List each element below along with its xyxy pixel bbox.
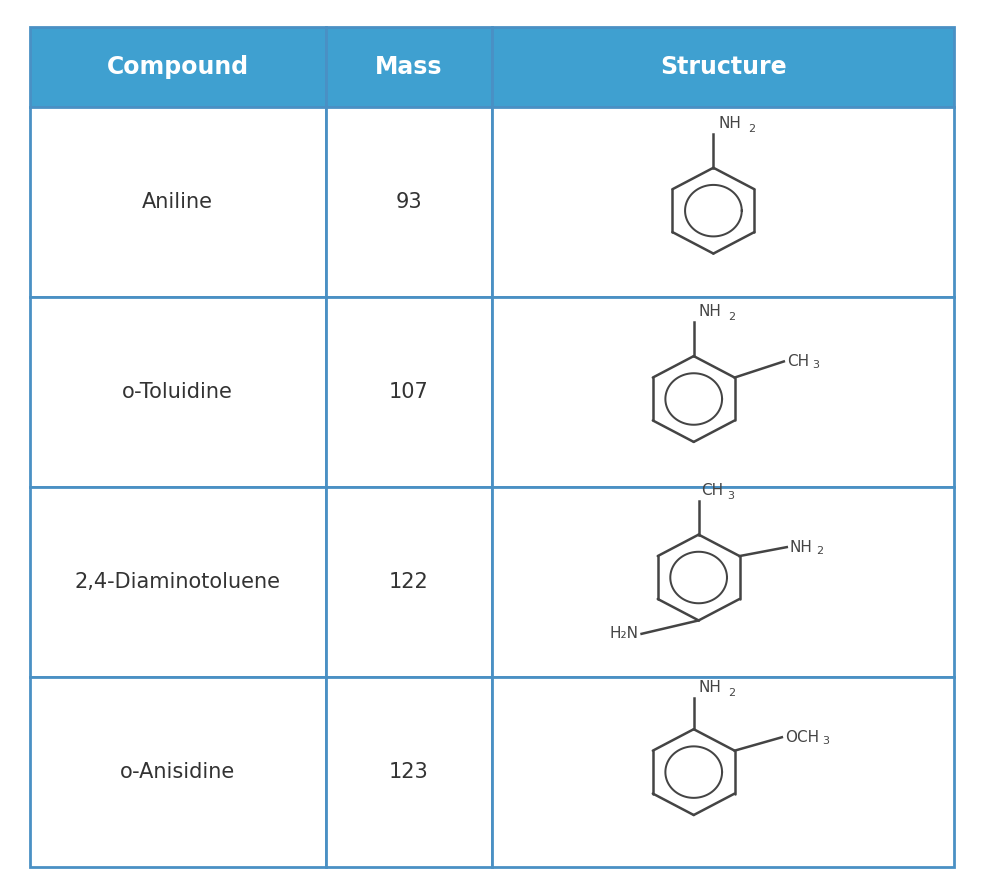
Text: NH: NH — [699, 680, 721, 696]
Text: 3: 3 — [813, 360, 820, 370]
FancyBboxPatch shape — [30, 106, 326, 297]
Text: Mass: Mass — [375, 55, 443, 79]
Text: CH: CH — [787, 354, 809, 369]
FancyBboxPatch shape — [492, 487, 954, 677]
Text: OCH: OCH — [785, 730, 819, 745]
Text: 2,4-Diaminotoluene: 2,4-Diaminotoluene — [75, 572, 280, 592]
Text: Structure: Structure — [660, 55, 786, 79]
Text: NH: NH — [699, 305, 721, 319]
FancyBboxPatch shape — [326, 27, 492, 106]
FancyBboxPatch shape — [30, 487, 326, 677]
Text: 2: 2 — [817, 545, 824, 556]
FancyBboxPatch shape — [326, 677, 492, 867]
Text: 93: 93 — [396, 191, 422, 212]
FancyBboxPatch shape — [30, 297, 326, 487]
Text: 2: 2 — [728, 312, 735, 322]
FancyBboxPatch shape — [30, 27, 326, 106]
Text: NH: NH — [790, 540, 813, 554]
Text: Aniline: Aniline — [142, 191, 213, 212]
FancyBboxPatch shape — [492, 677, 954, 867]
Text: 2: 2 — [728, 687, 735, 698]
Text: 2: 2 — [748, 123, 755, 134]
FancyBboxPatch shape — [326, 106, 492, 297]
Text: 123: 123 — [389, 762, 429, 782]
Text: o-Anisidine: o-Anisidine — [120, 762, 235, 782]
Text: 3: 3 — [727, 491, 734, 501]
FancyBboxPatch shape — [30, 677, 326, 867]
FancyBboxPatch shape — [492, 297, 954, 487]
FancyBboxPatch shape — [326, 487, 492, 677]
FancyBboxPatch shape — [326, 297, 492, 487]
FancyBboxPatch shape — [492, 106, 954, 297]
FancyBboxPatch shape — [492, 27, 954, 106]
Text: 107: 107 — [389, 382, 429, 401]
Text: NH: NH — [718, 116, 741, 131]
Text: 122: 122 — [389, 572, 429, 592]
Text: Compound: Compound — [106, 55, 249, 79]
Text: 3: 3 — [823, 736, 830, 746]
Text: CH: CH — [702, 483, 723, 498]
Text: H₂N: H₂N — [610, 627, 639, 641]
Text: o-Toluidine: o-Toluidine — [122, 382, 233, 401]
